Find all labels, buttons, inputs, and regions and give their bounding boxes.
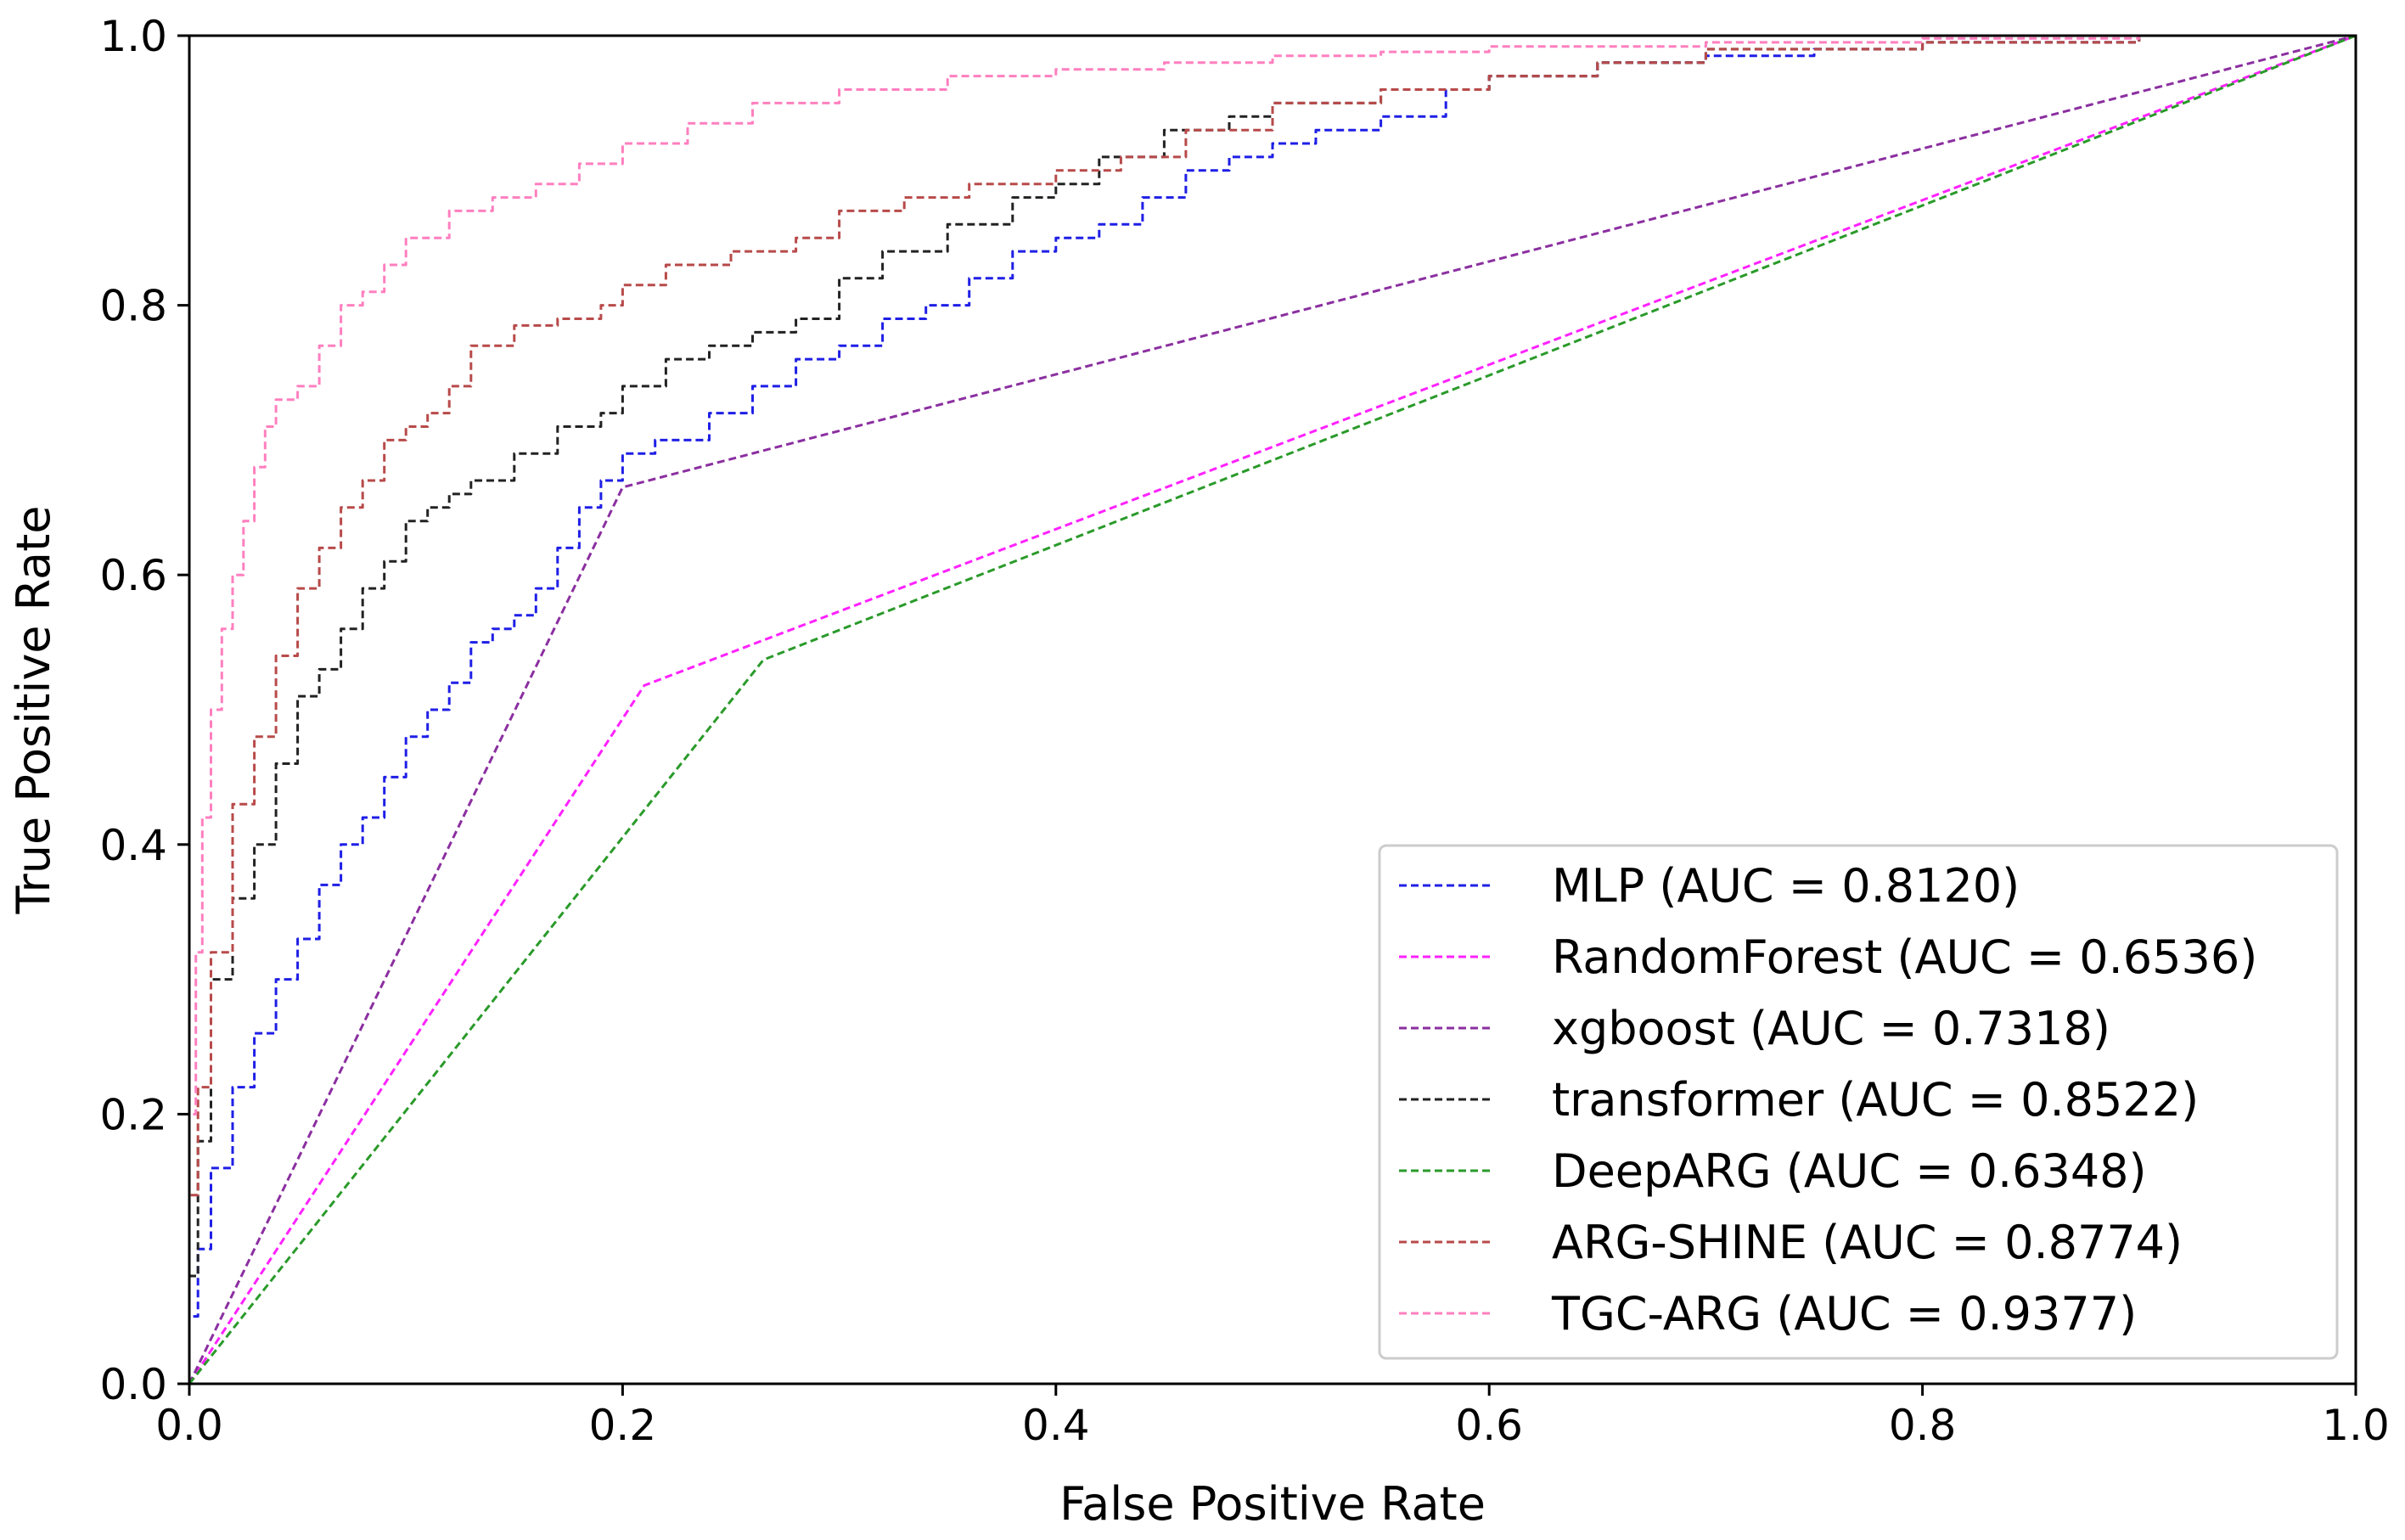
legend-label-transformer: transformer (AUC = 0.8522) <box>1552 1073 2199 1127</box>
x-tick-label: 0.6 <box>1455 1401 1523 1450</box>
y-tick-label: 0.8 <box>99 282 167 331</box>
series-line-xgboost <box>188 34 2357 1385</box>
legend: MLP (AUC = 0.8120) RandomForest (AUC = 0.… <box>1378 844 2339 1360</box>
series-line-arg-shine <box>188 34 2356 1384</box>
y-tick-label: 0.2 <box>99 1090 167 1139</box>
y-tick-label: 1.0 <box>99 12 167 61</box>
series-line-mlp <box>188 34 2356 1384</box>
legend-label-mlp: MLP (AUC = 0.8120) <box>1552 859 2020 913</box>
x-tick-label: 1.0 <box>2322 1401 2390 1450</box>
series-lines <box>188 34 2357 1385</box>
x-tick-label: 0.8 <box>1889 1401 1957 1450</box>
x-axis-ticks: 0.0 0.2 0.4 0.6 0.8 1.0 <box>155 1384 2390 1450</box>
x-tick-label: 0.0 <box>155 1401 223 1450</box>
series-line-transformer <box>188 34 2356 1384</box>
legend-label-randomforest: RandomForest (AUC = 0.6536) <box>1552 930 2257 984</box>
y-tick-label: 0.4 <box>99 821 167 870</box>
series-line-tgc-arg <box>188 34 2356 1384</box>
legend-label-tgc-arg: TGC-ARG (AUC = 0.9377) <box>1551 1287 2137 1340</box>
series-line-randomforest <box>188 34 2357 1385</box>
y-tick-label: 0.6 <box>99 551 167 600</box>
legend-label-deeparg: DeepARG (AUC = 0.6348) <box>1552 1144 2147 1198</box>
y-axis-label: True Positive Rate <box>7 505 60 914</box>
y-tick-label: 0.0 <box>99 1360 167 1409</box>
legend-frame <box>1378 844 2339 1360</box>
legend-label-xgboost: xgboost (AUC = 0.7318) <box>1552 1002 2110 1055</box>
x-tick-label: 0.4 <box>1022 1401 1090 1450</box>
x-axis-label: False Positive Rate <box>1059 1477 1486 1531</box>
legend-label-arg-shine: ARG-SHINE (AUC = 0.8774) <box>1552 1216 2183 1269</box>
x-tick-label: 0.2 <box>589 1401 657 1450</box>
plot-frame <box>188 34 2357 1385</box>
y-axis-ticks: 0.0 0.2 0.4 0.6 0.8 1.0 <box>99 12 189 1409</box>
